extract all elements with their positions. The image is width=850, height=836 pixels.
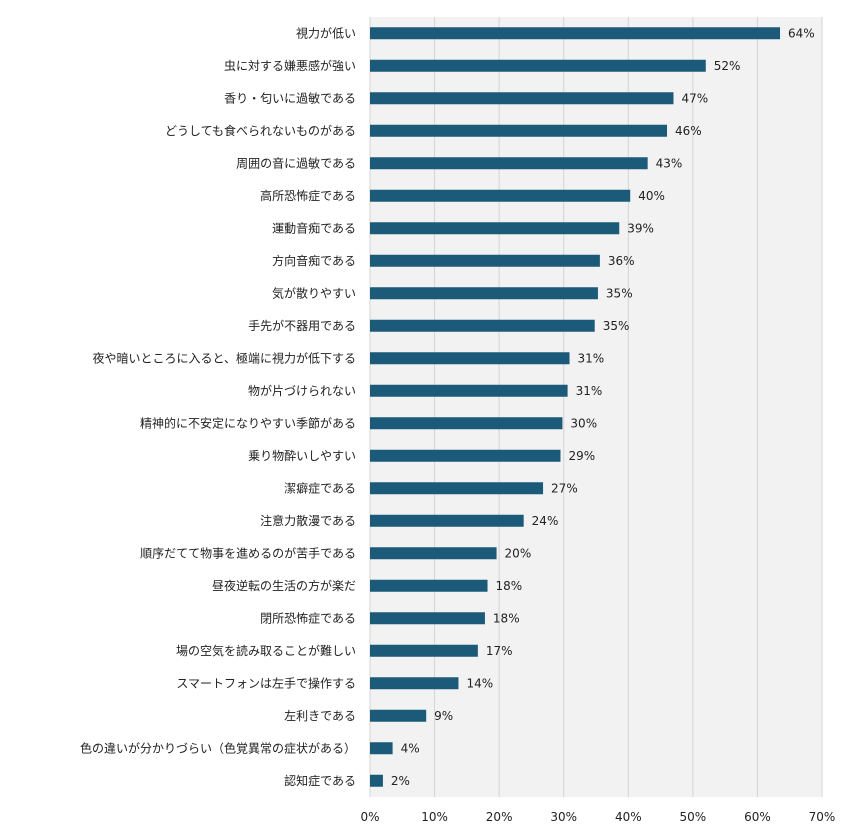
category-label: 虫に対する嫌悪感が強い [224, 58, 356, 73]
x-tick-label: 50% [680, 810, 707, 824]
value-label: 36% [608, 254, 635, 268]
x-tick-label: 20% [486, 810, 513, 824]
x-tick-label: 0% [360, 810, 379, 824]
value-label: 2% [391, 774, 410, 788]
value-label: 43% [656, 156, 683, 170]
bar [370, 709, 427, 722]
x-tick-label: 10% [421, 810, 448, 824]
bar [370, 579, 488, 592]
category-label: 運動音痴である [272, 220, 356, 235]
value-label: 24% [532, 514, 559, 528]
x-tick-label: 40% [615, 810, 642, 824]
category-label: 物が片づけられない [248, 383, 356, 398]
bar [370, 417, 563, 430]
category-label: 手先が不器用である [248, 318, 356, 333]
bar [370, 59, 706, 72]
category-label: 方向音痴である [272, 253, 356, 268]
category-label: 閉所恐怖症である [260, 610, 356, 625]
bar [370, 774, 383, 787]
bar [370, 222, 620, 235]
bar [370, 384, 568, 397]
value-label: 14% [466, 676, 493, 690]
bar [370, 157, 648, 170]
value-label: 31% [576, 384, 603, 398]
category-label: 順序だてて物事を進めるのが苦手である [140, 545, 356, 560]
category-label: 左利きである [284, 708, 356, 723]
bar [370, 352, 570, 365]
x-tick-label: 60% [744, 810, 771, 824]
value-label: 39% [627, 221, 654, 235]
x-tick-label: 30% [550, 810, 577, 824]
x-tick-label: 70% [809, 810, 836, 824]
category-label: どうしても食べられないものがある [165, 123, 356, 138]
value-label: 4% [401, 741, 420, 755]
bar [370, 124, 668, 137]
bar [370, 547, 497, 560]
bar [370, 254, 600, 267]
bar [370, 514, 524, 527]
value-labels: 64% 52% 47% 46% 43% 40% 39% 36% 35% 35% 31% 31% 30% 2… [391, 26, 815, 788]
category-label: 乗り物酔いしやすい [248, 448, 356, 463]
category-label: 注意力散漫である [260, 513, 356, 528]
value-label: 52% [714, 59, 741, 73]
category-label: 気が散りやすい [272, 285, 356, 300]
bar [370, 677, 459, 690]
value-label: 35% [603, 319, 630, 333]
value-label: 27% [551, 481, 578, 495]
category-label: 昼夜逆転の生活の方が楽だ [212, 578, 356, 593]
value-label: 18% [496, 579, 523, 593]
value-label: 31% [578, 351, 605, 365]
value-label: 47% [681, 91, 708, 105]
bar [370, 189, 631, 202]
category-label: 潔癖症である [284, 480, 356, 495]
value-label: 17% [486, 644, 513, 658]
category-label: スマートフォンは左手で操作する [176, 675, 356, 690]
bar [370, 319, 595, 332]
bar [370, 287, 598, 300]
bar [370, 644, 478, 657]
category-label: 夜や暗いところに入ると、極端に視力が低下する [92, 350, 356, 365]
bar [370, 482, 544, 495]
value-label: 35% [606, 286, 633, 300]
value-label: 9% [434, 709, 453, 723]
category-label: 香り・匂いに過敏である [224, 90, 356, 105]
value-label: 18% [493, 611, 520, 625]
value-label: 20% [505, 546, 532, 560]
category-label: 視力が低い [296, 25, 356, 40]
bar [370, 27, 781, 40]
plot-background [370, 17, 822, 797]
category-label: 精神的に不安定になりやすい季節がある [140, 415, 356, 430]
value-label: 64% [788, 26, 815, 40]
bar [370, 612, 485, 625]
category-label: 色の違いが分かりづらい（色覚異常の症状がある） [80, 740, 356, 755]
value-label: 46% [675, 124, 702, 138]
bars [370, 27, 781, 787]
bar [370, 92, 674, 105]
category-label: 場の空気を読み取ることが難しい [176, 643, 356, 658]
value-label: 40% [638, 189, 665, 203]
bar [370, 742, 393, 755]
x-axis-ticks: 0% 10% 20% 30% 40% 50% 60% 70% [360, 810, 835, 824]
category-label: 周囲の音に過敏である [236, 155, 356, 170]
value-label: 30% [570, 416, 597, 430]
value-label: 29% [568, 449, 595, 463]
category-label: 認知症である [284, 773, 356, 788]
gridlines [369, 17, 823, 797]
category-labels: 視力が低い虫に対する嫌悪感が強い香り・匂いに過敏であるどうしても食べられないもの… [80, 25, 356, 788]
category-label: 高所恐怖症である [260, 188, 356, 203]
bar [370, 449, 561, 462]
